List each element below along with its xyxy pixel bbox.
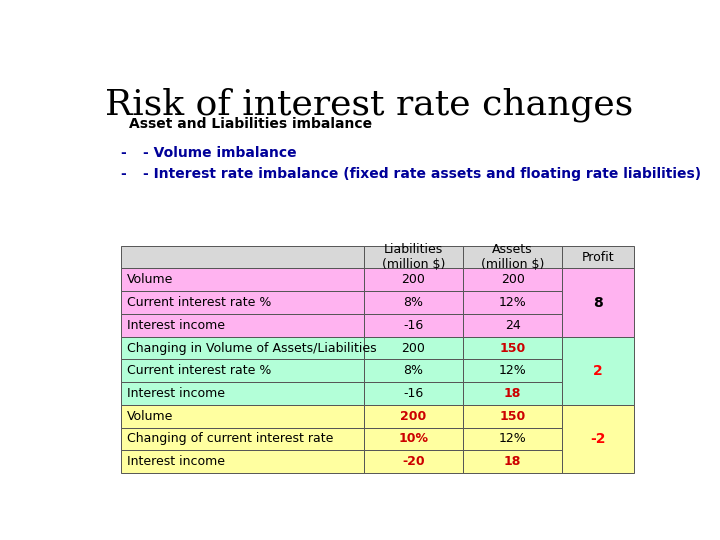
- FancyBboxPatch shape: [562, 246, 634, 268]
- FancyBboxPatch shape: [121, 382, 364, 405]
- FancyBboxPatch shape: [121, 428, 364, 450]
- Text: -16: -16: [403, 387, 423, 400]
- Text: -: -: [121, 167, 127, 181]
- FancyBboxPatch shape: [562, 405, 634, 473]
- FancyBboxPatch shape: [364, 291, 463, 314]
- FancyBboxPatch shape: [364, 428, 463, 450]
- Text: 10%: 10%: [398, 433, 428, 446]
- Text: -2: -2: [590, 432, 606, 446]
- FancyBboxPatch shape: [364, 360, 463, 382]
- FancyBboxPatch shape: [463, 405, 562, 428]
- FancyBboxPatch shape: [463, 314, 562, 336]
- FancyBboxPatch shape: [121, 405, 364, 428]
- Text: 150: 150: [500, 341, 526, 355]
- FancyBboxPatch shape: [364, 450, 463, 473]
- Text: Interest income: Interest income: [127, 319, 225, 332]
- Text: 8%: 8%: [403, 296, 423, 309]
- Text: 18: 18: [504, 387, 521, 400]
- Text: 12%: 12%: [499, 364, 526, 377]
- Text: Profit: Profit: [582, 251, 614, 264]
- FancyBboxPatch shape: [121, 360, 364, 382]
- FancyBboxPatch shape: [463, 382, 562, 405]
- Text: 200: 200: [500, 273, 525, 286]
- Text: - Volume imbalance: - Volume imbalance: [143, 146, 297, 160]
- Text: Liabilities
(million $): Liabilities (million $): [382, 243, 445, 271]
- Text: -16: -16: [403, 319, 423, 332]
- Text: Current interest rate %: Current interest rate %: [127, 296, 271, 309]
- FancyBboxPatch shape: [121, 336, 364, 360]
- Text: 200: 200: [401, 273, 426, 286]
- FancyBboxPatch shape: [121, 291, 364, 314]
- Text: 24: 24: [505, 319, 521, 332]
- Text: 2: 2: [593, 364, 603, 378]
- FancyBboxPatch shape: [562, 268, 634, 336]
- Text: -20: -20: [402, 455, 425, 468]
- Text: 200: 200: [401, 341, 426, 355]
- Text: 8%: 8%: [403, 364, 423, 377]
- FancyBboxPatch shape: [463, 336, 562, 360]
- FancyBboxPatch shape: [463, 428, 562, 450]
- FancyBboxPatch shape: [364, 314, 463, 336]
- Text: Volume: Volume: [127, 273, 174, 286]
- Text: Changing of current interest rate: Changing of current interest rate: [127, 433, 334, 446]
- FancyBboxPatch shape: [364, 268, 463, 291]
- Text: 8: 8: [593, 295, 603, 309]
- Text: Current interest rate %: Current interest rate %: [127, 364, 271, 377]
- Text: - Interest rate imbalance (fixed rate assets and floating rate liabilities): - Interest rate imbalance (fixed rate as…: [143, 167, 701, 181]
- Text: 12%: 12%: [499, 433, 526, 446]
- Text: Interest income: Interest income: [127, 387, 225, 400]
- Text: Interest income: Interest income: [127, 455, 225, 468]
- Text: 200: 200: [400, 410, 426, 423]
- FancyBboxPatch shape: [463, 291, 562, 314]
- FancyBboxPatch shape: [364, 405, 463, 428]
- Text: 18: 18: [504, 455, 521, 468]
- Text: -: -: [121, 146, 127, 160]
- Text: 12%: 12%: [499, 296, 526, 309]
- FancyBboxPatch shape: [364, 382, 463, 405]
- FancyBboxPatch shape: [121, 450, 364, 473]
- FancyBboxPatch shape: [463, 268, 562, 291]
- Text: Changing in Volume of Assets/Liabilities: Changing in Volume of Assets/Liabilities: [127, 341, 377, 355]
- Text: Assets
(million $): Assets (million $): [481, 243, 544, 271]
- Text: Asset and Liabilities imbalance: Asset and Liabilities imbalance: [129, 117, 372, 131]
- Text: 150: 150: [500, 410, 526, 423]
- Text: Risk of interest rate changes: Risk of interest rate changes: [105, 87, 633, 122]
- FancyBboxPatch shape: [121, 268, 364, 291]
- FancyBboxPatch shape: [364, 336, 463, 360]
- FancyBboxPatch shape: [562, 336, 634, 405]
- Text: Volume: Volume: [127, 410, 174, 423]
- FancyBboxPatch shape: [463, 450, 562, 473]
- FancyBboxPatch shape: [121, 314, 364, 336]
- FancyBboxPatch shape: [463, 246, 562, 268]
- FancyBboxPatch shape: [463, 360, 562, 382]
- FancyBboxPatch shape: [364, 246, 463, 268]
- FancyBboxPatch shape: [121, 246, 364, 268]
